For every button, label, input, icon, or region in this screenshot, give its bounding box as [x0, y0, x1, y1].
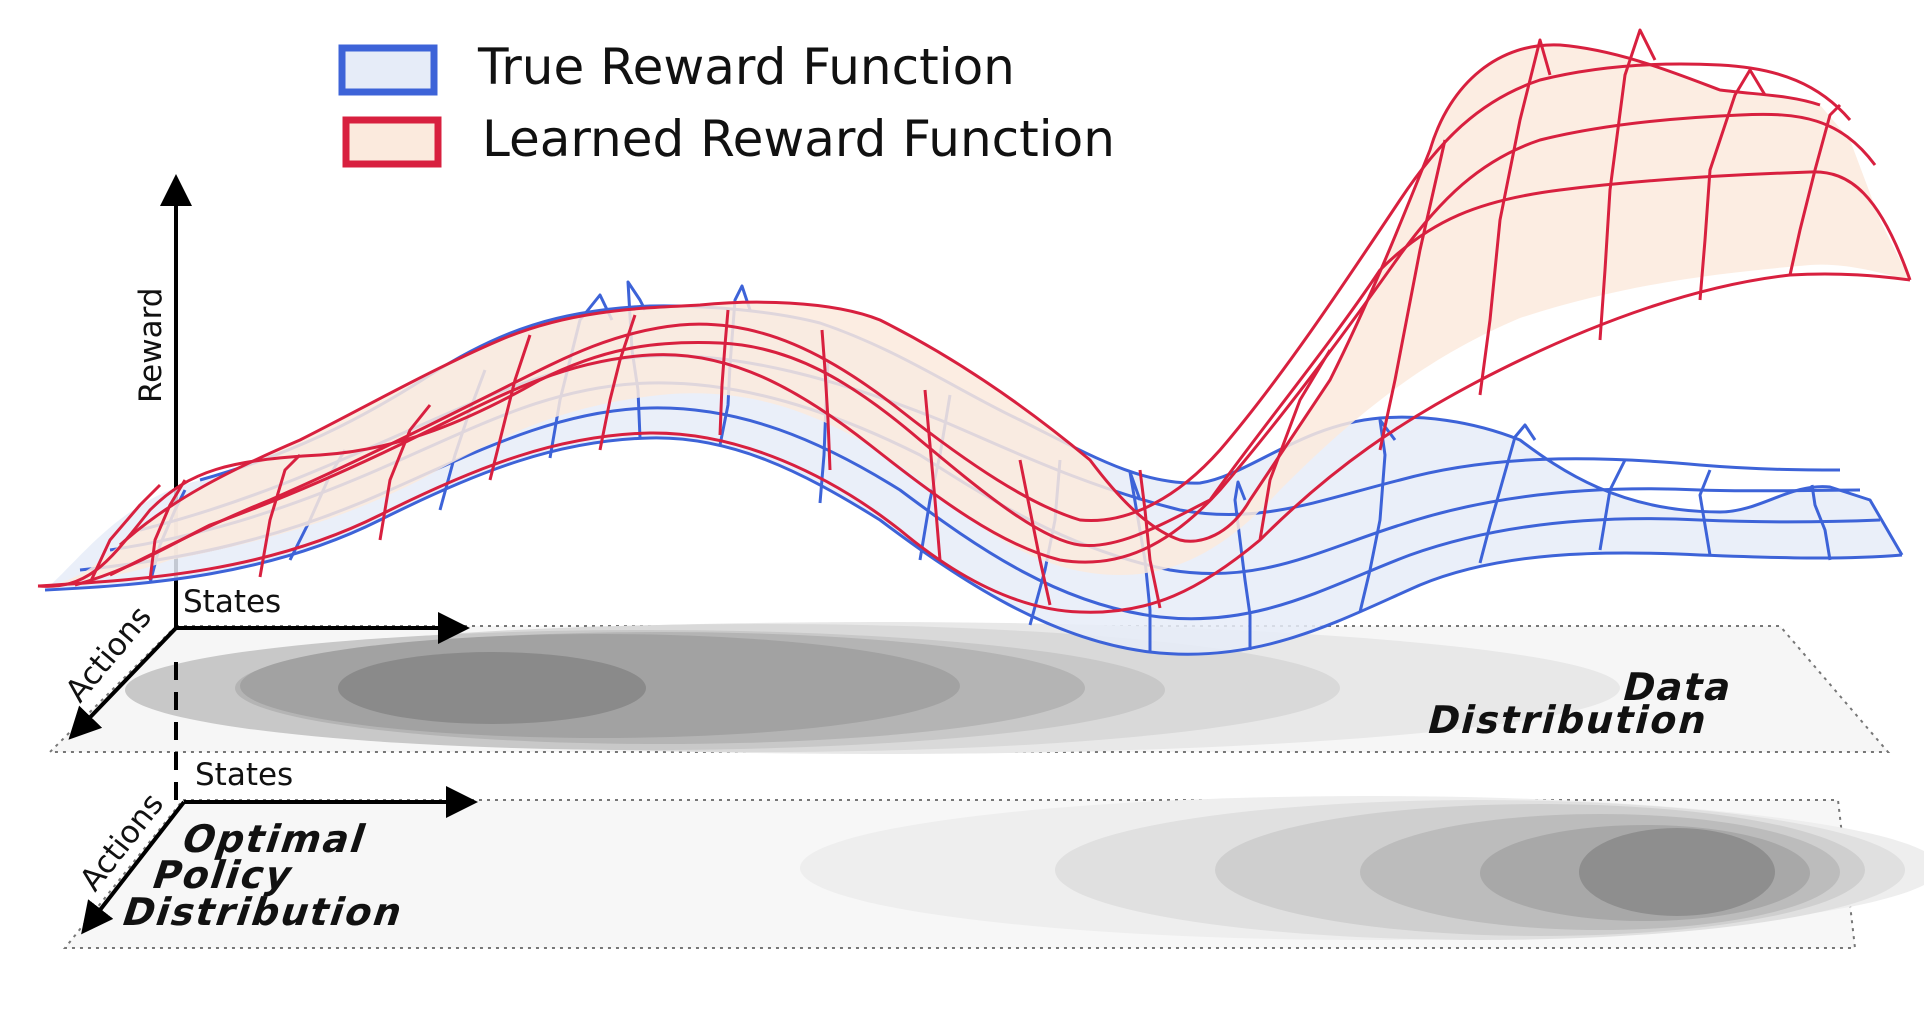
- true-reward-grid-row-front: [44, 436, 1903, 656]
- data-distribution-plane: Data Distribution: [47, 622, 1891, 754]
- learned-reward-grid-row-back: [118, 43, 1821, 547]
- learned-reward-grid-col-13: [1378, 139, 1447, 451]
- learned-reward-grid-col-16: [1698, 68, 1767, 301]
- learned-reward-grid-col-14: [1478, 38, 1552, 396]
- learned-reward-grid-col-17: [1788, 103, 1842, 276]
- true-reward-grid-row-back: [199, 304, 1904, 556]
- learned-reward-legend-label: Learned Reward Function: [482, 110, 1115, 168]
- true-reward-grid-col-15: [1698, 469, 1712, 556]
- data-distribution-density: [125, 622, 1620, 754]
- learned-reward-grid-col-1: [88, 483, 162, 584]
- learned-reward-grid-col-4: [378, 404, 432, 541]
- upper-actions-axis: [68, 626, 178, 740]
- true-reward-grid-col-13: [1478, 423, 1537, 564]
- optimal-policy-density: [800, 796, 1924, 940]
- learned-reward-grid-col-3: [258, 453, 302, 578]
- learned-reward-grid-col-6: [598, 314, 637, 451]
- learned-reward-grid-row-bottom: [37, 272, 1911, 614]
- true-reward-swatch: [338, 44, 438, 96]
- lower-states-label: States: [195, 757, 293, 793]
- reward-axis-label: Reward: [133, 288, 169, 403]
- learned-reward-grid-col-5: [488, 334, 532, 481]
- true-reward-grid-col-16: [1810, 484, 1832, 561]
- optimal-policy-plane: Optimal Policy Distribution: [62, 796, 1924, 949]
- true-reward-grid-col-12: [1358, 418, 1397, 613]
- learned-reward-grid-col-15: [1598, 28, 1657, 341]
- true-reward-grid-col-14: [1598, 459, 1627, 551]
- legend: True Reward Function Learned Reward Func…: [338, 38, 1115, 168]
- optimal-policy-title-line3: Distribution: [116, 891, 410, 935]
- learned-reward-grid-col-10: [1018, 459, 1052, 606]
- learned-reward-grid-col-8: [820, 329, 832, 471]
- learned-reward-grid-col-12: [1258, 349, 1332, 541]
- lower-actions-axis: [81, 800, 186, 935]
- data-distribution-title-line1: Data: [1618, 666, 1738, 710]
- learned-reward-fill: [38, 44, 1910, 586]
- true-reward-grid-col-11: [1233, 480, 1252, 650]
- learned-reward-grid-row-2: [74, 112, 1877, 587]
- density-peak: [1579, 828, 1775, 916]
- true-reward-legend-label: True Reward Function: [477, 38, 1015, 96]
- data-distribution-title-line2: Distribution: [1423, 699, 1714, 743]
- optimal-policy-title-line2: Policy: [146, 854, 300, 898]
- density-peak: [338, 652, 646, 724]
- learned-reward-grid-row-3: [109, 62, 1852, 577]
- optimal-policy-title-line1: Optimal: [176, 818, 373, 862]
- learned-reward-grid-row-front: [37, 170, 1912, 588]
- learned-reward-grid-col-7: [718, 309, 730, 436]
- learned-reward-grid-col-11: [1138, 469, 1162, 609]
- learned-reward-surface: [37, 28, 1912, 614]
- upper-states-label: States: [183, 584, 281, 620]
- learned-reward-grid-col-2: [148, 479, 187, 581]
- learned-reward-grid-col-9: [923, 389, 942, 561]
- learned-reward-swatch: [342, 116, 442, 168]
